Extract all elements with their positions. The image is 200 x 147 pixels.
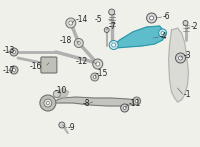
Polygon shape	[113, 26, 166, 48]
Circle shape	[135, 100, 138, 102]
Circle shape	[93, 76, 96, 78]
Text: -6: -6	[163, 11, 170, 20]
Text: -7: -7	[109, 21, 116, 30]
Circle shape	[183, 20, 188, 25]
Circle shape	[91, 73, 99, 81]
Polygon shape	[55, 88, 69, 98]
Text: -8: -8	[83, 100, 90, 108]
Circle shape	[10, 66, 18, 74]
Circle shape	[12, 69, 15, 71]
Circle shape	[66, 18, 76, 28]
Text: -3: -3	[184, 51, 191, 60]
Circle shape	[46, 101, 49, 105]
Circle shape	[93, 59, 103, 69]
Circle shape	[69, 21, 73, 25]
Text: -5: -5	[95, 15, 103, 24]
Circle shape	[40, 95, 56, 111]
Text: -4: -4	[160, 31, 167, 41]
Text: -11: -11	[129, 98, 141, 107]
Circle shape	[161, 31, 164, 35]
Circle shape	[112, 43, 116, 47]
Circle shape	[104, 27, 109, 32]
Polygon shape	[50, 97, 138, 106]
Circle shape	[109, 9, 115, 15]
Text: -2: -2	[190, 21, 198, 30]
Circle shape	[77, 41, 80, 45]
Circle shape	[10, 48, 18, 56]
Circle shape	[53, 91, 60, 97]
Text: -12: -12	[76, 56, 88, 66]
Circle shape	[109, 41, 118, 50]
Circle shape	[12, 51, 15, 54]
Circle shape	[133, 97, 141, 105]
Circle shape	[176, 53, 186, 63]
Circle shape	[159, 29, 167, 37]
Circle shape	[150, 16, 154, 20]
Circle shape	[179, 56, 183, 60]
Circle shape	[147, 13, 157, 23]
Polygon shape	[169, 28, 189, 102]
Text: -17: -17	[3, 66, 15, 75]
Text: -14: -14	[76, 15, 88, 24]
Circle shape	[123, 106, 126, 110]
Text: -13: -13	[3, 46, 15, 55]
Circle shape	[59, 122, 65, 128]
Circle shape	[74, 39, 83, 47]
Text: -10: -10	[55, 86, 67, 95]
Circle shape	[121, 104, 129, 112]
Text: -1: -1	[184, 90, 191, 98]
Text: -18: -18	[60, 35, 72, 45]
FancyBboxPatch shape	[41, 57, 57, 73]
Text: -16: -16	[30, 61, 42, 71]
Circle shape	[96, 62, 100, 66]
Circle shape	[44, 99, 52, 107]
Text: -15: -15	[96, 69, 108, 77]
Text: -9: -9	[68, 123, 75, 132]
